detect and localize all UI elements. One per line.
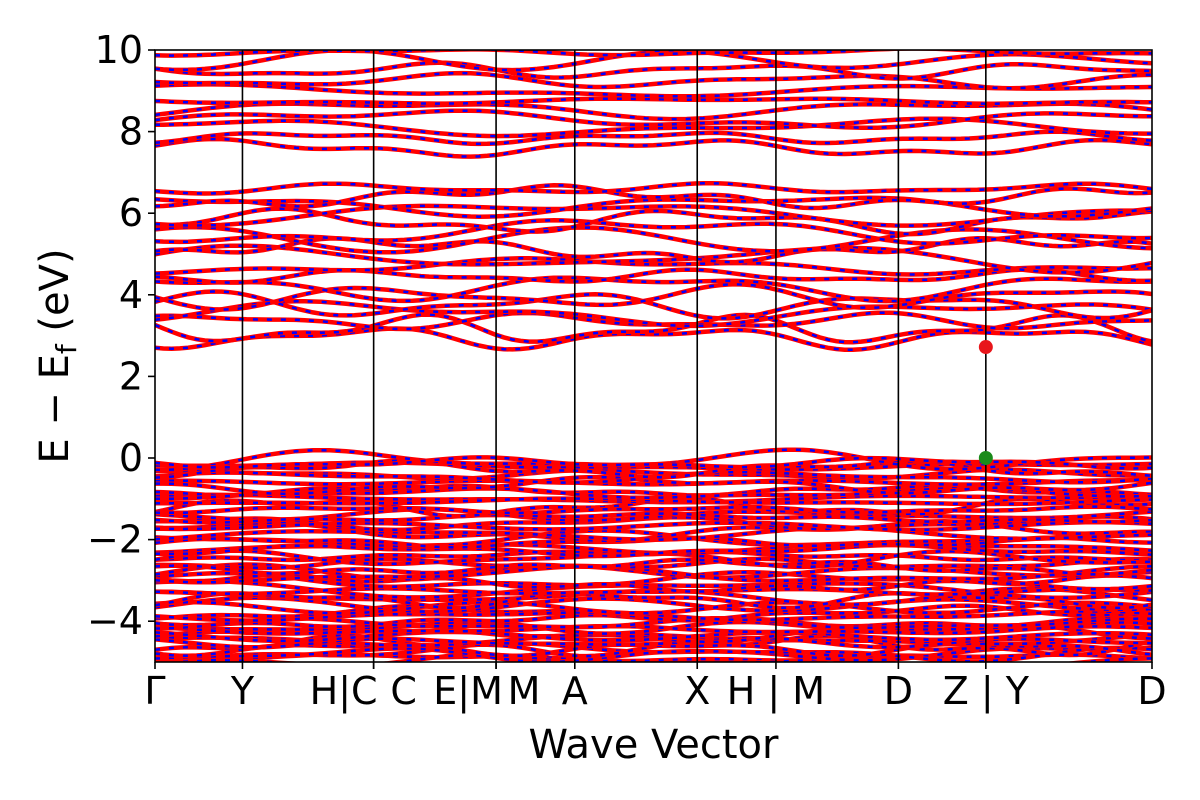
- x-tick-label: H | M: [727, 669, 825, 714]
- kpoint-divider-lines: [241, 50, 987, 662]
- x-axis-ticks: Γ Y H|C C E|M M A X H | M D Z | Y D: [144, 662, 1167, 714]
- y-tick-label: −2: [87, 518, 143, 562]
- x-tick-label: Z | Y: [943, 669, 1030, 714]
- x-tick-label: M: [508, 669, 541, 713]
- x-tick-label: D: [884, 669, 913, 713]
- x-tick-label: C: [390, 669, 417, 713]
- band-line-spin-up: [155, 129, 1152, 147]
- band-line-spin-up: [155, 60, 1152, 81]
- y-axis-label-unit: (eV): [32, 248, 78, 344]
- y-axis-label-main: E − E: [32, 354, 78, 464]
- band-line-spin-up: [155, 96, 1152, 106]
- x-tick-label: X: [684, 669, 710, 713]
- y-axis-label: E − Ef (eV): [32, 248, 83, 463]
- plot-frame: [154, 49, 1153, 663]
- y-tick-label: 0: [119, 436, 143, 480]
- vbm-marker: [978, 451, 993, 465]
- y-tick-label: 10: [95, 28, 143, 72]
- band-line-spin-up: [155, 310, 1152, 332]
- y-tick-label: 4: [119, 273, 143, 317]
- extrema-markers: [978, 340, 993, 465]
- x-tick-label: Γ: [144, 669, 165, 713]
- band-lines: [155, 50, 1152, 662]
- cbm-marker: [978, 340, 993, 355]
- y-tick-label: −4: [87, 599, 143, 643]
- band-line-spin-up: [155, 136, 1152, 159]
- y-tick-label: 2: [119, 354, 143, 398]
- y-tick-label: 6: [119, 191, 143, 235]
- x-tick-label: D: [1137, 669, 1166, 713]
- y-axis-ticks: −4 −2 0 2 4 6 8 10: [87, 28, 155, 643]
- x-tick-label: Y: [230, 669, 255, 713]
- band-line-spin-down: [155, 313, 1152, 344]
- x-tick-label: E|M: [433, 669, 503, 714]
- y-axis-label-subscript: f: [50, 343, 83, 354]
- y-tick-label: 8: [119, 110, 143, 154]
- x-tick-label: H|C: [310, 669, 378, 714]
- x-axis-label: Wave Vector: [529, 722, 780, 768]
- x-tick-label: A: [562, 669, 588, 713]
- band-line-spin-up: [155, 181, 1152, 196]
